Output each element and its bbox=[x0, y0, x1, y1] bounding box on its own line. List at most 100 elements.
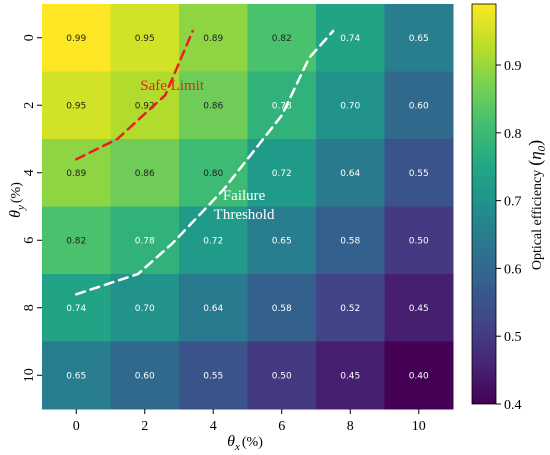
cell-value-label: 0.40 bbox=[409, 371, 429, 381]
heatmap-cell bbox=[247, 206, 317, 275]
colorbar-title-paren-close: ) bbox=[525, 140, 546, 146]
heatmap-cell bbox=[316, 139, 385, 207]
cell-value-label: 0.78 bbox=[272, 101, 292, 111]
heatmap-cell bbox=[316, 274, 385, 342]
threshold-curves: Safe Limit Failure Threshold bbox=[75, 29, 335, 296]
heatmap-cell bbox=[42, 341, 111, 410]
cell-value-label: 0.78 bbox=[135, 236, 155, 246]
cell-value-label: 0.95 bbox=[135, 34, 155, 44]
cell-value-label: 0.86 bbox=[203, 101, 223, 111]
heatmap-cell bbox=[384, 71, 454, 140]
cell-value-label: 0.65 bbox=[409, 34, 429, 44]
x-axis-title: θx (%) bbox=[227, 433, 263, 453]
cell-value-label: 0.45 bbox=[409, 304, 429, 314]
heatmap-cell bbox=[384, 274, 454, 342]
heatmap-cell bbox=[179, 71, 248, 140]
y-axis-ticks: 0 2 4 6 8 10 bbox=[22, 34, 42, 382]
heatmap-cell bbox=[384, 206, 454, 275]
colorbar-tick-label: 0.7 bbox=[504, 195, 522, 210]
heatmap-cell bbox=[42, 139, 111, 207]
y-tick-label: 8 bbox=[22, 304, 37, 311]
colorbar-tick-label: 0.5 bbox=[504, 330, 522, 345]
y-tick-label: 6 bbox=[22, 237, 37, 244]
heatmap-cell bbox=[42, 206, 111, 275]
colorbar-tick-label: 0.6 bbox=[504, 262, 522, 277]
x-tick-label: 0 bbox=[73, 419, 80, 434]
cell-value-label: 0.72 bbox=[203, 236, 223, 246]
cell-value-label: 0.72 bbox=[272, 169, 292, 179]
cell-value-label: 0.45 bbox=[340, 371, 360, 381]
y-tick-label: 0 bbox=[22, 34, 37, 41]
curve-1-line bbox=[75, 29, 335, 296]
heatmap-cell bbox=[384, 341, 454, 410]
x-axis-subscript: x bbox=[234, 441, 240, 453]
cell-value-label: 0.82 bbox=[272, 34, 292, 44]
y-axis-title: θy (%) bbox=[7, 182, 27, 218]
colorbar-tick-label: 0.9 bbox=[504, 59, 522, 74]
heatmap-cells: 0.99 0.95 0.89 0.82 0.74 0.65 0.95 0.92 0.86 0.78… bbox=[42, 4, 454, 410]
colorbar-gradient bbox=[471, 3, 497, 405]
curve-0-line bbox=[75, 29, 194, 161]
y-axis-unit: (%) bbox=[9, 182, 24, 203]
heatmap-cell bbox=[179, 139, 248, 207]
cell-value-label: 0.52 bbox=[340, 304, 360, 314]
cell-value-label: 0.95 bbox=[66, 101, 86, 111]
x-tick-label: 8 bbox=[347, 419, 354, 434]
cell-value-label: 0.86 bbox=[135, 169, 155, 179]
heatmap-cell bbox=[42, 71, 111, 140]
heatmap-cell bbox=[316, 206, 385, 275]
heatmap-cell bbox=[179, 274, 248, 342]
cell-value-label: 0.80 bbox=[203, 169, 223, 179]
cell-value-label: 0.92 bbox=[135, 101, 155, 111]
x-tick-label: 2 bbox=[141, 419, 148, 434]
cell-value-label: 0.55 bbox=[203, 371, 223, 381]
cell-value-label: 0.60 bbox=[135, 371, 155, 381]
cell-value-label: 0.50 bbox=[409, 236, 429, 246]
cell-value-label: 0.65 bbox=[272, 236, 292, 246]
x-tick-label: 4 bbox=[210, 419, 217, 434]
cell-value-label: 0.55 bbox=[409, 169, 429, 179]
y-axis-symbol: θ bbox=[7, 210, 24, 218]
heatmap-cell bbox=[247, 274, 317, 342]
x-axis-unit: (%) bbox=[242, 435, 263, 450]
y-tick-label: 10 bbox=[22, 368, 37, 382]
colorbar-title-text: Optical efficiency bbox=[530, 170, 545, 270]
y-tick-label: 2 bbox=[22, 102, 37, 109]
colorbar-title: Optical efficiency (η0) bbox=[525, 140, 548, 270]
colorbar-title-paren-open: ( bbox=[525, 160, 546, 166]
heatmap-cell bbox=[247, 4, 317, 72]
cell-value-label: 0.64 bbox=[340, 169, 360, 179]
heatmap-cell bbox=[179, 341, 248, 410]
heatmap-cell bbox=[384, 139, 454, 207]
cell-value-label: 0.70 bbox=[340, 101, 360, 111]
cell-value-label: 0.64 bbox=[203, 304, 223, 314]
colorbar-title-subscript: 0 bbox=[536, 145, 548, 151]
heatmap-cell bbox=[42, 274, 111, 342]
x-tick-label: 10 bbox=[412, 419, 426, 434]
cell-value-label: 0.99 bbox=[66, 34, 86, 44]
cell-value-label: 0.58 bbox=[272, 304, 292, 314]
colorbar-tick-label: 0.8 bbox=[504, 127, 522, 142]
cell-value-label: 0.74 bbox=[340, 34, 360, 44]
cell-value-label: 0.70 bbox=[135, 304, 155, 314]
heatmap-cell bbox=[110, 71, 180, 140]
heatmap-cell bbox=[247, 139, 317, 207]
colorbar: 0.4 0.5 0.6 0.7 0.8 0.9 bbox=[471, 3, 522, 413]
cell-value-label: 0.89 bbox=[203, 34, 223, 44]
heatmap-cell bbox=[110, 341, 180, 410]
heatmap-cell bbox=[110, 4, 180, 72]
heatmap-cell bbox=[247, 71, 317, 140]
heatmap-cell bbox=[42, 4, 111, 72]
x-tick-label: 6 bbox=[278, 419, 285, 434]
colorbar-title-symbol: η bbox=[526, 151, 545, 159]
curve-1-label: Threshold bbox=[214, 207, 275, 223]
curve-0-label: Safe Limit bbox=[140, 78, 205, 94]
cell-value-label: 0.89 bbox=[66, 169, 86, 179]
cell-value-label: 0.65 bbox=[66, 371, 86, 381]
curve-1-label: Failure bbox=[223, 188, 266, 204]
heatmap-cell bbox=[316, 4, 385, 72]
heatmap-cell bbox=[110, 206, 180, 275]
heatmap-cell bbox=[179, 206, 248, 275]
heatmap-cell bbox=[316, 341, 385, 410]
